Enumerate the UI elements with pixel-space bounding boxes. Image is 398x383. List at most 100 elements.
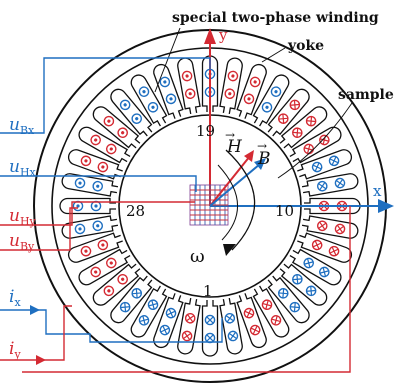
conductor-cross-mark: [290, 100, 300, 110]
conductor-cross-mark: [225, 314, 234, 323]
wire-u-hx: [0, 175, 197, 192]
slot-outline: [130, 285, 168, 338]
stator-slot: [279, 263, 328, 306]
conductor-cross-mark: [132, 288, 142, 298]
wire-u-by: [0, 207, 78, 251]
conductor-cross-mark: [166, 308, 176, 318]
conductor-cross-mark: [329, 246, 339, 256]
conductor-dot-center: [101, 165, 105, 169]
conductor-cross-mark: [148, 300, 158, 310]
x-axis-arrowhead: [378, 199, 394, 213]
conductor-cross-mark: [206, 334, 214, 342]
y-axis-arrowhead: [204, 28, 216, 44]
conductor-cross-mark: [318, 182, 327, 191]
conductor-cross-mark: [329, 156, 339, 166]
conductor-cross-mark: [304, 144, 314, 154]
stator-slot: [252, 285, 290, 338]
stator-slot: [301, 215, 359, 239]
slot-outline: [130, 74, 168, 127]
conductor-dot-center: [107, 119, 111, 123]
slot-outline: [78, 248, 131, 286]
stator-slot: [92, 106, 141, 149]
slot-outline: [92, 106, 141, 149]
slot-outline: [279, 263, 328, 306]
stator-slot: [297, 149, 353, 180]
stator-slot: [59, 197, 116, 215]
stator-slot: [78, 248, 131, 286]
conductor-dot-center: [121, 131, 125, 135]
conductor-dot-center: [94, 204, 98, 208]
conductor-dot-center: [94, 138, 98, 142]
label-u-bx: uBx: [9, 115, 35, 137]
conductor-dot-center: [121, 277, 125, 281]
stator-slot: [236, 293, 267, 349]
stator-slot: [110, 275, 153, 324]
b-vector-arrow: [209, 163, 261, 207]
stator-slot: [78, 126, 131, 164]
slot-outline: [279, 106, 328, 149]
conductor-dot-center: [101, 243, 105, 247]
slot-number-28: 28: [126, 202, 145, 220]
slot-outline: [110, 88, 153, 137]
h-vector-arrowhead: [244, 150, 254, 162]
conductor-cross-mark: [290, 302, 300, 312]
conductor-dot-center: [123, 103, 127, 107]
sample-label: sample: [338, 87, 394, 103]
conductor-dot-center: [84, 159, 88, 163]
conductor-dot-center: [169, 97, 173, 101]
stator-slot: [289, 248, 342, 286]
conductor-dot-center: [265, 105, 269, 109]
stator-slot: [201, 300, 219, 357]
slot-outline: [289, 248, 342, 286]
conductor-cross-mark: [306, 286, 316, 296]
i-x-arrowhead: [30, 305, 40, 315]
conductor-cross-mark: [304, 258, 314, 268]
conductor-dot-center: [78, 181, 82, 185]
stator-slot: [252, 74, 290, 127]
stator-slot: [153, 63, 184, 119]
slot-number-19: 19: [196, 122, 215, 140]
conductor-dot-center: [142, 90, 146, 94]
yoke-label: yoke: [287, 38, 324, 54]
b-vector-overarrow: →: [257, 139, 267, 153]
conductor-cross-mark: [262, 300, 272, 310]
rotation-arc-inner: [217, 164, 238, 241]
slot-outline: [67, 232, 123, 263]
label-u-hy: uHy: [9, 206, 37, 228]
conductor-cross-mark: [312, 240, 322, 250]
conductor-dot-center: [135, 117, 139, 121]
conductor-cross-mark: [206, 316, 214, 324]
conductor-dot-center: [76, 204, 80, 208]
slot-outline: [78, 126, 131, 164]
slot-outline: [153, 63, 184, 119]
conductor-cross-mark: [336, 179, 344, 188]
slot-outline: [177, 297, 201, 355]
label-i-x: ix: [9, 287, 21, 309]
slot-outline: [219, 57, 243, 115]
conductor-cross-mark: [271, 315, 281, 325]
conductor-cross-mark: [312, 162, 322, 172]
stator-slot: [267, 275, 310, 324]
winding-leader-line: [154, 27, 181, 93]
slot-outline: [92, 263, 141, 306]
slot-outline: [219, 297, 243, 355]
conductor-dot-center: [84, 249, 88, 253]
stator-slot: [279, 106, 328, 149]
stator-slots: [59, 55, 361, 357]
slot-outline: [267, 275, 310, 324]
stator-slot: [289, 126, 342, 164]
conductor-dot-center: [228, 92, 232, 96]
h-vector-label: H: [226, 137, 243, 157]
conductor-dot-center: [163, 80, 167, 84]
conductor-dot-center: [185, 74, 189, 78]
i-y-arrowhead: [36, 355, 46, 365]
slot-outline: [297, 232, 353, 263]
conductor-dot-center: [231, 74, 235, 78]
conductor-cross-mark: [120, 302, 130, 312]
slot-outline: [252, 285, 290, 338]
stator-slot: [219, 297, 243, 355]
x-axis-label: x: [373, 182, 382, 200]
conductor-cross-mark: [278, 288, 288, 298]
slot-outline: [267, 88, 310, 137]
